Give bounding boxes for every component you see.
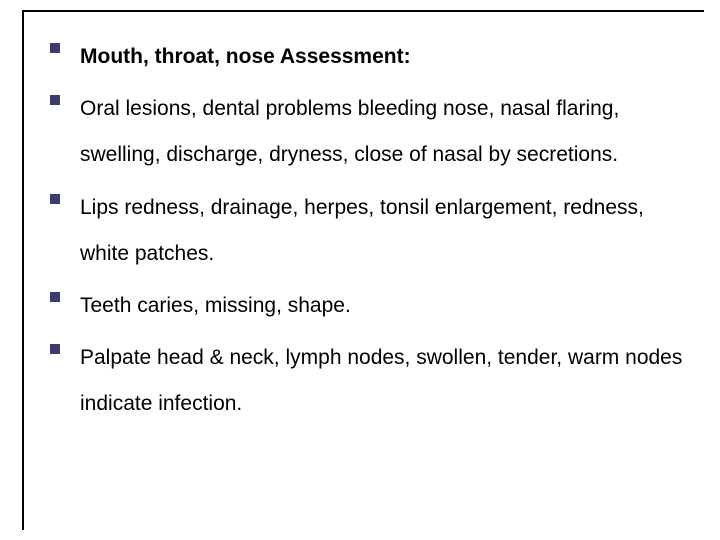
square-bullet-icon — [50, 95, 60, 105]
list-item: Palpate head & neck, lymph nodes, swolle… — [50, 335, 690, 427]
list-item: Oral lesions, dental problems bleeding n… — [50, 86, 690, 178]
slide: Mouth, throat, nose Assessment: Oral les… — [0, 0, 720, 540]
list-item: Teeth caries, missing, shape. — [50, 283, 690, 329]
square-bullet-icon — [50, 344, 60, 354]
square-bullet-icon — [50, 194, 60, 204]
heading-text: Mouth, throat, nose Assessment: — [80, 34, 411, 80]
frame-border-top — [22, 10, 704, 12]
content-area: Mouth, throat, nose Assessment: Oral les… — [50, 34, 690, 520]
body-text: Lips redness, drainage, herpes, tonsil e… — [80, 185, 690, 277]
body-text: Palpate head & neck, lymph nodes, swolle… — [80, 335, 690, 427]
body-text: Teeth caries, missing, shape. — [80, 283, 351, 329]
list-item: Mouth, throat, nose Assessment: — [50, 34, 690, 80]
frame-border-left — [22, 10, 24, 530]
square-bullet-icon — [50, 43, 60, 53]
body-text: Oral lesions, dental problems bleeding n… — [80, 86, 690, 178]
square-bullet-icon — [50, 292, 60, 302]
list-item: Lips redness, drainage, herpes, tonsil e… — [50, 185, 690, 277]
